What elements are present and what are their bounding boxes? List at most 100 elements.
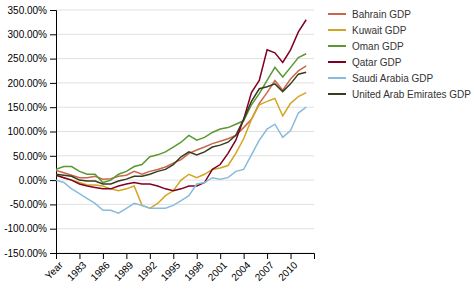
y-tick-label: 250.00% xyxy=(8,53,48,64)
x-tick: 2001 xyxy=(206,253,230,283)
y-tick-label: 50.00% xyxy=(13,151,47,162)
grid-line xyxy=(56,228,314,229)
tick-mark xyxy=(50,156,56,157)
x-tick-label: 1998 xyxy=(182,259,206,283)
grid-line xyxy=(56,58,314,59)
x-tick: 2010 xyxy=(276,253,300,283)
tick-mark xyxy=(103,253,104,259)
x-tick-label: 2001 xyxy=(206,259,230,283)
y-tick: 250.00% xyxy=(8,53,56,64)
y-axis: -150.00% -100.00% -50.00% 0.00% 50.00% 100.00… xyxy=(4,5,56,259)
tick-mark xyxy=(79,253,80,259)
x-tick-label: 1983 xyxy=(65,259,89,283)
axis-line xyxy=(57,254,315,260)
tick-mark xyxy=(50,83,56,84)
tick-mark xyxy=(197,253,198,259)
chart: Year198319861989199219951998200120042007… xyxy=(0,0,474,295)
tick-mark xyxy=(267,253,268,259)
legend-swatch xyxy=(328,45,346,47)
line xyxy=(56,54,306,183)
tick-mark xyxy=(50,229,56,230)
plot: Year198319861989199219951998200120042007… xyxy=(4,5,314,283)
line xyxy=(56,93,306,209)
x-axis: Year198319861989199219951998200120042007… xyxy=(43,253,315,283)
tick-mark xyxy=(126,253,127,259)
tick-mark xyxy=(50,253,56,254)
y-tick: -50.00% xyxy=(10,199,56,210)
legend-swatch xyxy=(328,13,346,15)
grid-line xyxy=(56,34,314,35)
legend-label: Bahrain GDP xyxy=(352,9,411,20)
legend-item: United Arab Emirates GDP xyxy=(328,89,471,100)
tick-mark xyxy=(50,204,56,205)
tick-mark xyxy=(50,34,56,35)
x-tick: 1986 xyxy=(88,253,112,283)
tick-mark xyxy=(50,107,56,108)
y-tick-label: -100.00% xyxy=(4,223,47,234)
legend-swatch xyxy=(328,93,346,95)
y-tick: 150.00% xyxy=(8,102,56,113)
legend-label: Oman GDP xyxy=(352,41,404,52)
tick-mark xyxy=(173,253,174,259)
grid-line xyxy=(56,10,314,11)
y-tick-label: 200.00% xyxy=(8,78,48,89)
x-tick: 1992 xyxy=(135,253,159,283)
tick-mark xyxy=(50,132,56,133)
line xyxy=(56,66,306,179)
legend-item: Bahrain GDP xyxy=(328,9,411,20)
x-tick: 1998 xyxy=(182,253,206,283)
axis-line xyxy=(50,11,57,254)
line xyxy=(56,107,306,213)
x-tick: 2004 xyxy=(229,253,253,283)
tick-mark xyxy=(244,253,245,259)
x-tick-label: 2004 xyxy=(229,259,253,283)
y-tick: 0.00% xyxy=(19,175,56,186)
grid-line xyxy=(56,131,314,132)
legend-item: Qatar GDP xyxy=(328,57,402,68)
legend-swatch xyxy=(328,77,346,79)
legend-item: Oman GDP xyxy=(328,41,404,52)
x-tick-label: 1986 xyxy=(88,259,112,283)
line xyxy=(56,72,306,184)
legend-label: Kuwait GDP xyxy=(352,25,407,36)
x-tick-label: 2007 xyxy=(253,259,277,283)
y-tick-label: -150.00% xyxy=(4,248,47,259)
y-tick-label: -50.00% xyxy=(10,199,47,210)
y-tick: 300.00% xyxy=(8,29,56,40)
y-tick: -150.00% xyxy=(4,248,56,259)
y-tick: 350.00% xyxy=(8,5,56,16)
grid-line xyxy=(56,107,314,108)
legend-swatch xyxy=(328,29,346,31)
legend-label: Saudi Arabia GDP xyxy=(352,73,433,84)
tick-mark xyxy=(291,253,292,259)
legend-item: Kuwait GDP xyxy=(328,25,407,36)
x-tick-label: 1989 xyxy=(112,259,136,283)
y-tick: 200.00% xyxy=(8,78,56,89)
legend-label: United Arab Emirates GDP xyxy=(352,89,471,100)
y-tick-label: 300.00% xyxy=(8,29,48,40)
lines xyxy=(56,20,306,213)
legend-label: Qatar GDP xyxy=(352,57,402,68)
x-tick-label: 2010 xyxy=(276,259,300,283)
y-tick-label: 0.00% xyxy=(19,175,47,186)
tick-mark xyxy=(50,59,56,60)
x-tick: 2007 xyxy=(253,253,277,283)
y-tick: -100.00% xyxy=(4,223,56,234)
x-tick: 1995 xyxy=(159,253,183,283)
legend-swatch xyxy=(328,61,346,63)
y-tick-label: 100.00% xyxy=(8,126,48,137)
x-tick: 1989 xyxy=(112,253,136,283)
y-tick-label: 150.00% xyxy=(8,102,48,113)
line xyxy=(56,20,306,191)
y-tick: 50.00% xyxy=(13,151,56,162)
tick-mark xyxy=(50,10,56,11)
tick-mark xyxy=(220,253,221,259)
grid xyxy=(56,10,314,253)
x-tick-label: Year xyxy=(43,259,66,282)
x-tick-label: 1995 xyxy=(159,259,183,283)
tick-mark xyxy=(150,253,151,259)
tick-mark xyxy=(50,180,56,181)
x-tick: 1983 xyxy=(65,253,89,283)
x-tick-label: 1992 xyxy=(135,259,159,283)
legend-item: Saudi Arabia GDP xyxy=(328,73,433,84)
